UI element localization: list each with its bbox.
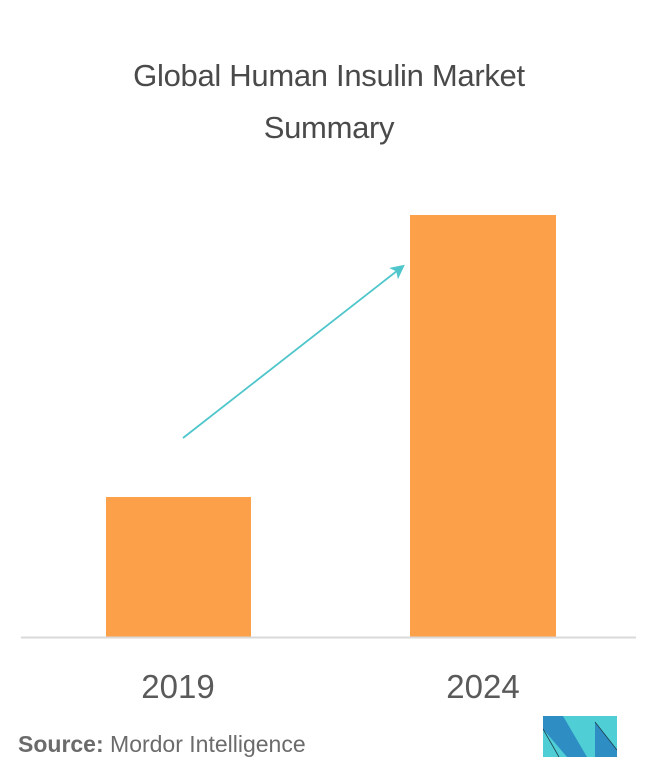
- x-tick-label-2024: 2024: [446, 668, 520, 705]
- chart-title-line2: Summary: [263, 110, 395, 145]
- source-note: Source: Mordor Intelligence: [18, 731, 306, 758]
- mordor-intelligence-logo-icon: [543, 716, 617, 757]
- bar-2024: [410, 215, 556, 637]
- trend-arrow-icon: [182, 264, 405, 439]
- source-label: Source:: [18, 731, 104, 757]
- chart-title-line1: Global Human Insulin Market: [133, 58, 525, 93]
- bar-2019: [106, 497, 251, 637]
- source-value: Mordor Intelligence: [110, 731, 306, 757]
- chart-title: Global Human Insulin Market Summary: [0, 50, 658, 154]
- x-tick-label-2019: 2019: [141, 668, 215, 705]
